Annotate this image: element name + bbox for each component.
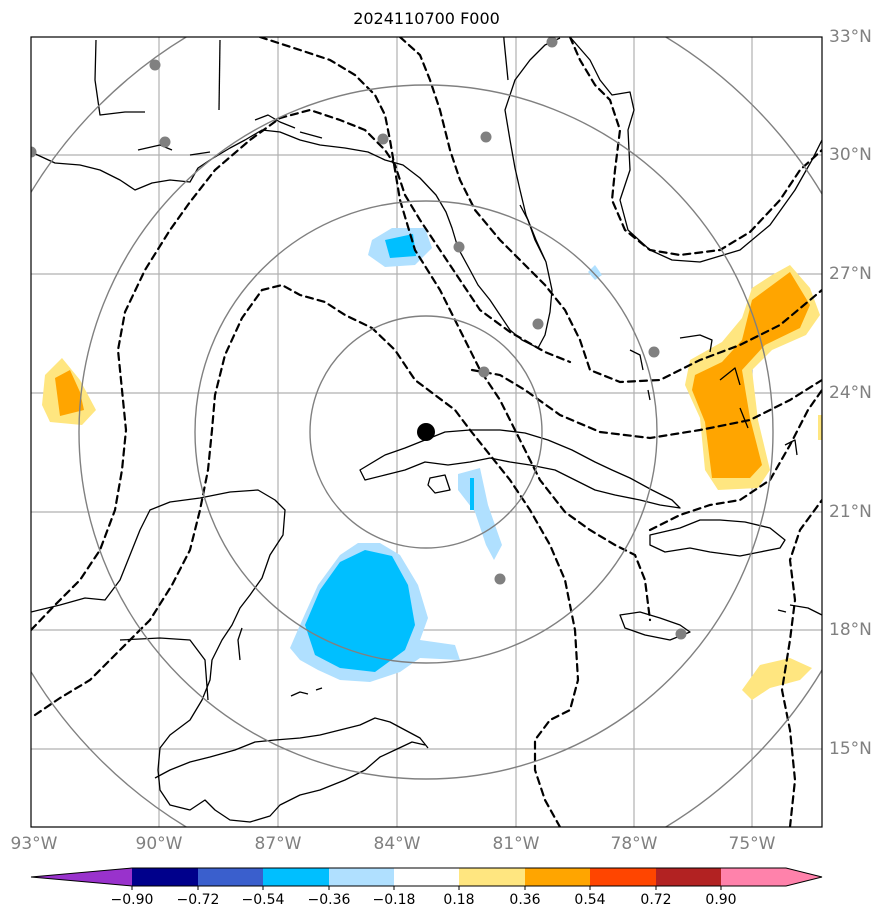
- gulf-coast-us: [31, 37, 561, 349]
- lat-label: 33°N: [829, 27, 872, 47]
- station-marker: [453, 241, 465, 253]
- colorbar-tick-label: 0.36: [509, 892, 541, 908]
- colorbar-tick-label: −0.54: [241, 892, 285, 908]
- range-ring-2: [194, 200, 658, 664]
- lon-label: 87°W: [254, 834, 302, 854]
- lat-label: 27°N: [829, 264, 872, 284]
- colorbar: [30, 867, 823, 890]
- colorbar-tick-label: −0.36: [307, 892, 351, 908]
- lon-label: 93°W: [10, 834, 58, 854]
- lon-label: 84°W: [373, 834, 421, 854]
- yucatan-coast: [31, 489, 426, 823]
- coastlines: [31, 37, 822, 823]
- lon-label: 90°W: [135, 834, 183, 854]
- colorbar-tick-label: −0.72: [176, 892, 220, 908]
- station-marker: [494, 573, 506, 585]
- colorbar-tick-label: 0.54: [574, 892, 606, 908]
- station-marker: [149, 59, 161, 71]
- colorbar-tick-label: 0.72: [640, 892, 672, 908]
- lon-label: 78°W: [610, 834, 658, 854]
- stations: [31, 37, 687, 640]
- range-ring-3: [78, 84, 774, 780]
- station-marker: [478, 366, 490, 378]
- atlantic-coast: [569, 37, 822, 263]
- lat-label: 30°N: [829, 145, 872, 165]
- storm-center-marker: [417, 423, 435, 441]
- range-rings: [31, 37, 822, 827]
- station-marker: [377, 133, 389, 145]
- cuba-coast: [359, 429, 681, 509]
- map-title: 2024110700 F000: [353, 9, 500, 28]
- colorbar-tick-label: 0.90: [705, 892, 737, 908]
- lat-label: 18°N: [829, 620, 872, 640]
- lon-label: 75°W: [728, 834, 776, 854]
- station-marker: [675, 628, 687, 640]
- lon-label: 81°W: [492, 834, 540, 854]
- negative-anomaly-areas: [290, 228, 602, 682]
- colorbar-extend-high: [786, 868, 822, 886]
- colorbar-tick-label: −0.18: [372, 892, 416, 908]
- lat-label: 24°N: [829, 383, 872, 403]
- map-frame: [30, 36, 823, 828]
- colorbar-tick-label: 0.18: [443, 892, 475, 908]
- station-marker: [648, 346, 660, 358]
- jamaica-coast: [619, 611, 691, 641]
- station-marker: [159, 136, 171, 148]
- station-marker: [532, 318, 544, 330]
- colorbar-extend-low: [31, 868, 132, 886]
- lat-label: 15°N: [829, 739, 872, 759]
- dashed-contours: [31, 37, 822, 827]
- colorbar-tick-label: −0.90: [110, 892, 154, 908]
- lat-label: 21°N: [829, 502, 872, 522]
- range-ring-1: [309, 315, 543, 549]
- station-marker: [31, 146, 37, 158]
- station-marker: [480, 131, 492, 143]
- hispaniola-coast: [649, 519, 786, 557]
- station-marker: [546, 37, 558, 48]
